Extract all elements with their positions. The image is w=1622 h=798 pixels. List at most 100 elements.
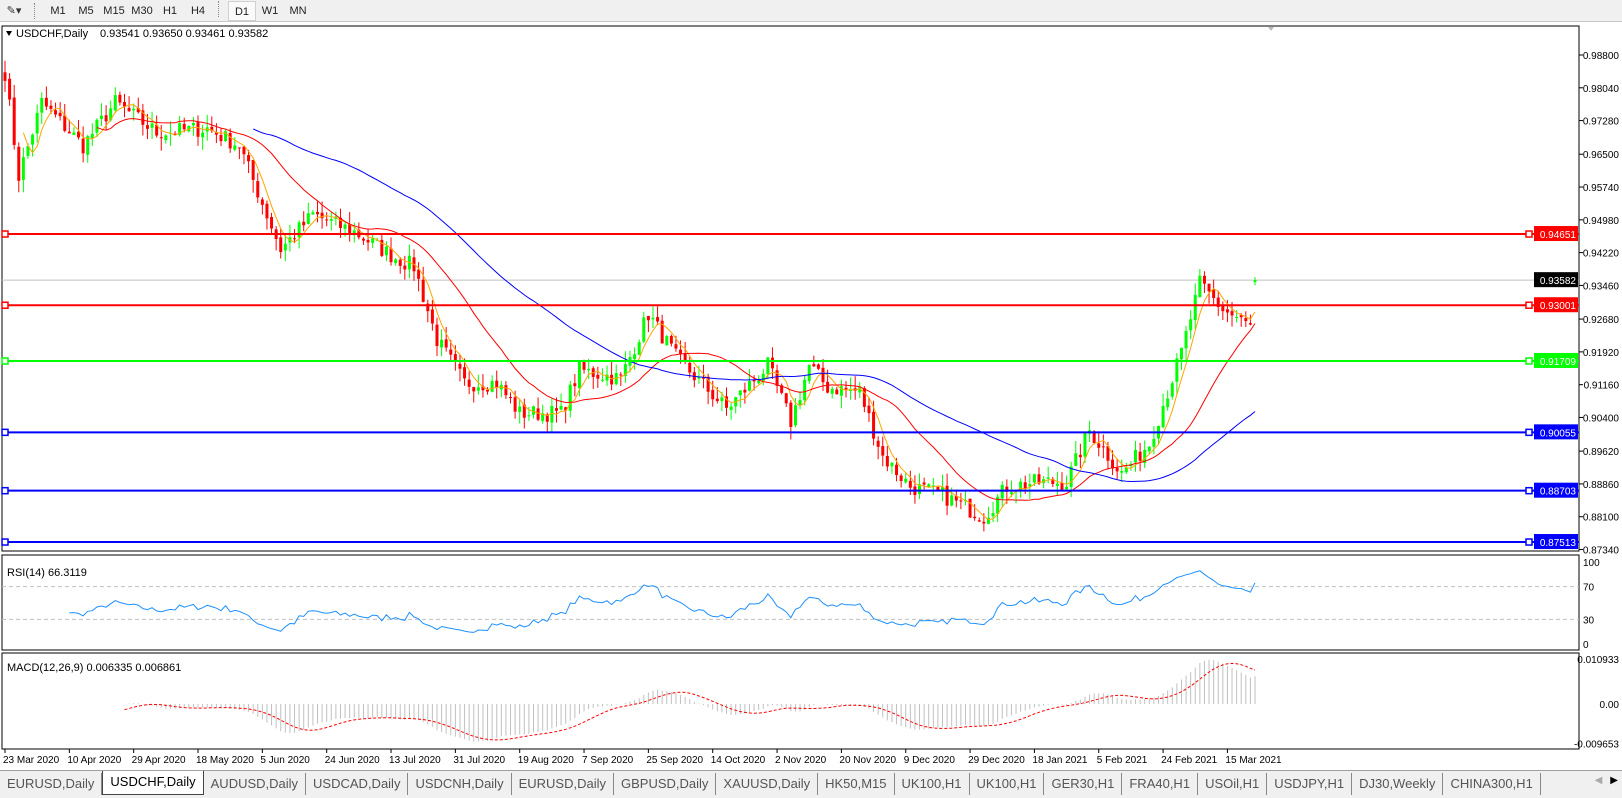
chart-tab[interactable]: USOil,H1: [1198, 773, 1268, 795]
candle-body: [1092, 431, 1096, 444]
chart-tab[interactable]: XAUUSD,Daily: [716, 773, 819, 795]
date-axis-label: 13 Jul 2020: [389, 755, 441, 766]
price-axis-label: 0.89620: [1583, 447, 1620, 458]
timeframe-mn[interactable]: MN: [289, 4, 307, 17]
chart-tab[interactable]: UK100,H1: [895, 773, 970, 795]
candle-body: [302, 221, 306, 226]
chart-ohlc: 0.93541 0.93650 0.93461 0.93582: [100, 28, 268, 40]
chart-tab[interactable]: EURUSD,Daily: [512, 773, 614, 795]
level-price-badge: [1534, 534, 1578, 550]
candle-body: [1170, 383, 1174, 397]
candle-body: [844, 387, 848, 390]
candle-body: [467, 379, 471, 387]
candle-body: [145, 125, 149, 129]
candle-body: [1166, 398, 1170, 408]
macd-axis-label: -0.009653: [1574, 740, 1619, 751]
rsi-axis-label: 0: [1583, 640, 1589, 651]
timeframe-w1[interactable]: W1: [261, 4, 279, 17]
candle-body: [17, 146, 21, 181]
timeframe-h4[interactable]: H4: [190, 4, 206, 17]
candle-body: [679, 349, 683, 354]
timeframe-m30[interactable]: M30: [131, 4, 153, 17]
candle-body: [1032, 474, 1036, 483]
candle-body: [352, 230, 356, 236]
candle-body: [596, 374, 600, 379]
candle-body: [1055, 483, 1059, 486]
candle-body: [706, 376, 710, 392]
candle-body: [899, 475, 903, 481]
rsi-axis-label: 30: [1583, 615, 1595, 626]
timeframe-m15[interactable]: M15: [103, 4, 125, 17]
rsi-label: RSI(14) 66.3119: [7, 567, 87, 579]
chart-tab[interactable]: GER30,H1: [1044, 773, 1123, 795]
candle-body: [366, 240, 370, 243]
price-axis-label: 0.93460: [1583, 281, 1620, 292]
candle-body: [132, 108, 136, 111]
candle-body: [1235, 317, 1239, 319]
scroll-left-icon[interactable]: ◀: [1594, 775, 1603, 786]
macd-label: MACD(12,26,9) 0.006335 0.006861: [7, 662, 181, 674]
scroll-right-icon[interactable]: ▶: [1610, 775, 1618, 786]
candle-body: [849, 389, 853, 391]
candle-body: [458, 363, 462, 369]
date-axis-label: 24 Feb 2021: [1161, 755, 1218, 766]
candle-body: [95, 119, 99, 133]
candle-body: [766, 357, 770, 375]
candle-body: [182, 123, 186, 130]
candle-body: [127, 107, 131, 112]
candle-body: [430, 309, 434, 324]
chart-tab[interactable]: UK100,H1: [970, 773, 1045, 795]
candle-body: [780, 385, 784, 393]
candle-body: [173, 133, 177, 135]
candle-body: [702, 377, 706, 379]
candle-body: [421, 279, 425, 302]
candle-body: [1134, 449, 1138, 463]
chart-tab[interactable]: USDCNH,Daily: [408, 773, 512, 795]
candle-body: [67, 131, 71, 134]
chart-tab[interactable]: GBPUSD,Daily: [614, 773, 717, 795]
candle-body: [316, 211, 319, 215]
date-axis-label: 23 Mar 2020: [3, 755, 60, 766]
candle-body: [214, 132, 218, 135]
candle-body: [1115, 467, 1119, 472]
candle-body: [159, 137, 163, 139]
date-axis-label: 7 Sep 2020: [582, 755, 634, 766]
candle-body: [554, 408, 558, 411]
chart-canvas[interactable]: 0.98800 0.98040 0.97280 0.96500 0.95740 0.949…: [0, 0, 1622, 770]
chart-tab[interactable]: HK50,M15: [818, 773, 895, 795]
candle-body: [219, 134, 223, 142]
candle-body: [113, 95, 117, 111]
candle-body: [642, 317, 646, 342]
candle-body: [757, 380, 761, 384]
chart-tab[interactable]: USDJPY,H1: [1267, 773, 1353, 795]
chart-tab[interactable]: USDCHF,Daily: [102, 771, 204, 795]
timeframe-m5[interactable]: M5: [78, 4, 94, 17]
current-price-badge: [1534, 272, 1578, 288]
candle-body: [8, 78, 12, 100]
candle-body: [619, 374, 623, 376]
chart-tab[interactable]: FRA40,H1: [1122, 773, 1199, 795]
candle-body: [982, 521, 986, 524]
candle-body: [1101, 446, 1105, 448]
level-price-label: 0.93001: [1540, 301, 1577, 312]
chart-tab[interactable]: USDCAD,Daily: [306, 773, 409, 795]
chart-tab[interactable]: EURUSD,Daily: [0, 773, 103, 795]
candle-body: [201, 132, 205, 138]
candle-body: [858, 387, 862, 393]
chart-tab[interactable]: DJ30,Weekly: [1352, 773, 1444, 795]
timeframe-h1[interactable]: H1: [162, 4, 178, 17]
timeframe-d1[interactable]: D1: [228, 0, 256, 21]
candle-body: [821, 367, 825, 383]
candle-body: [908, 480, 912, 488]
date-axis-label: 5 Jun 2020: [260, 755, 310, 766]
chart-tab[interactable]: CHINA300,H1: [1443, 773, 1541, 795]
chart-tab[interactable]: AUDUSD,Daily: [204, 773, 307, 795]
candle-body: [1065, 486, 1069, 490]
candle-body: [1009, 492, 1013, 494]
level-handle: [1525, 538, 1533, 546]
drawing-tools-icon[interactable]: ✎▾: [6, 5, 22, 17]
candle-body: [1143, 449, 1147, 463]
timeframe-m1[interactable]: M1: [50, 4, 66, 17]
candle-body: [297, 222, 301, 238]
candle-body: [247, 155, 251, 162]
